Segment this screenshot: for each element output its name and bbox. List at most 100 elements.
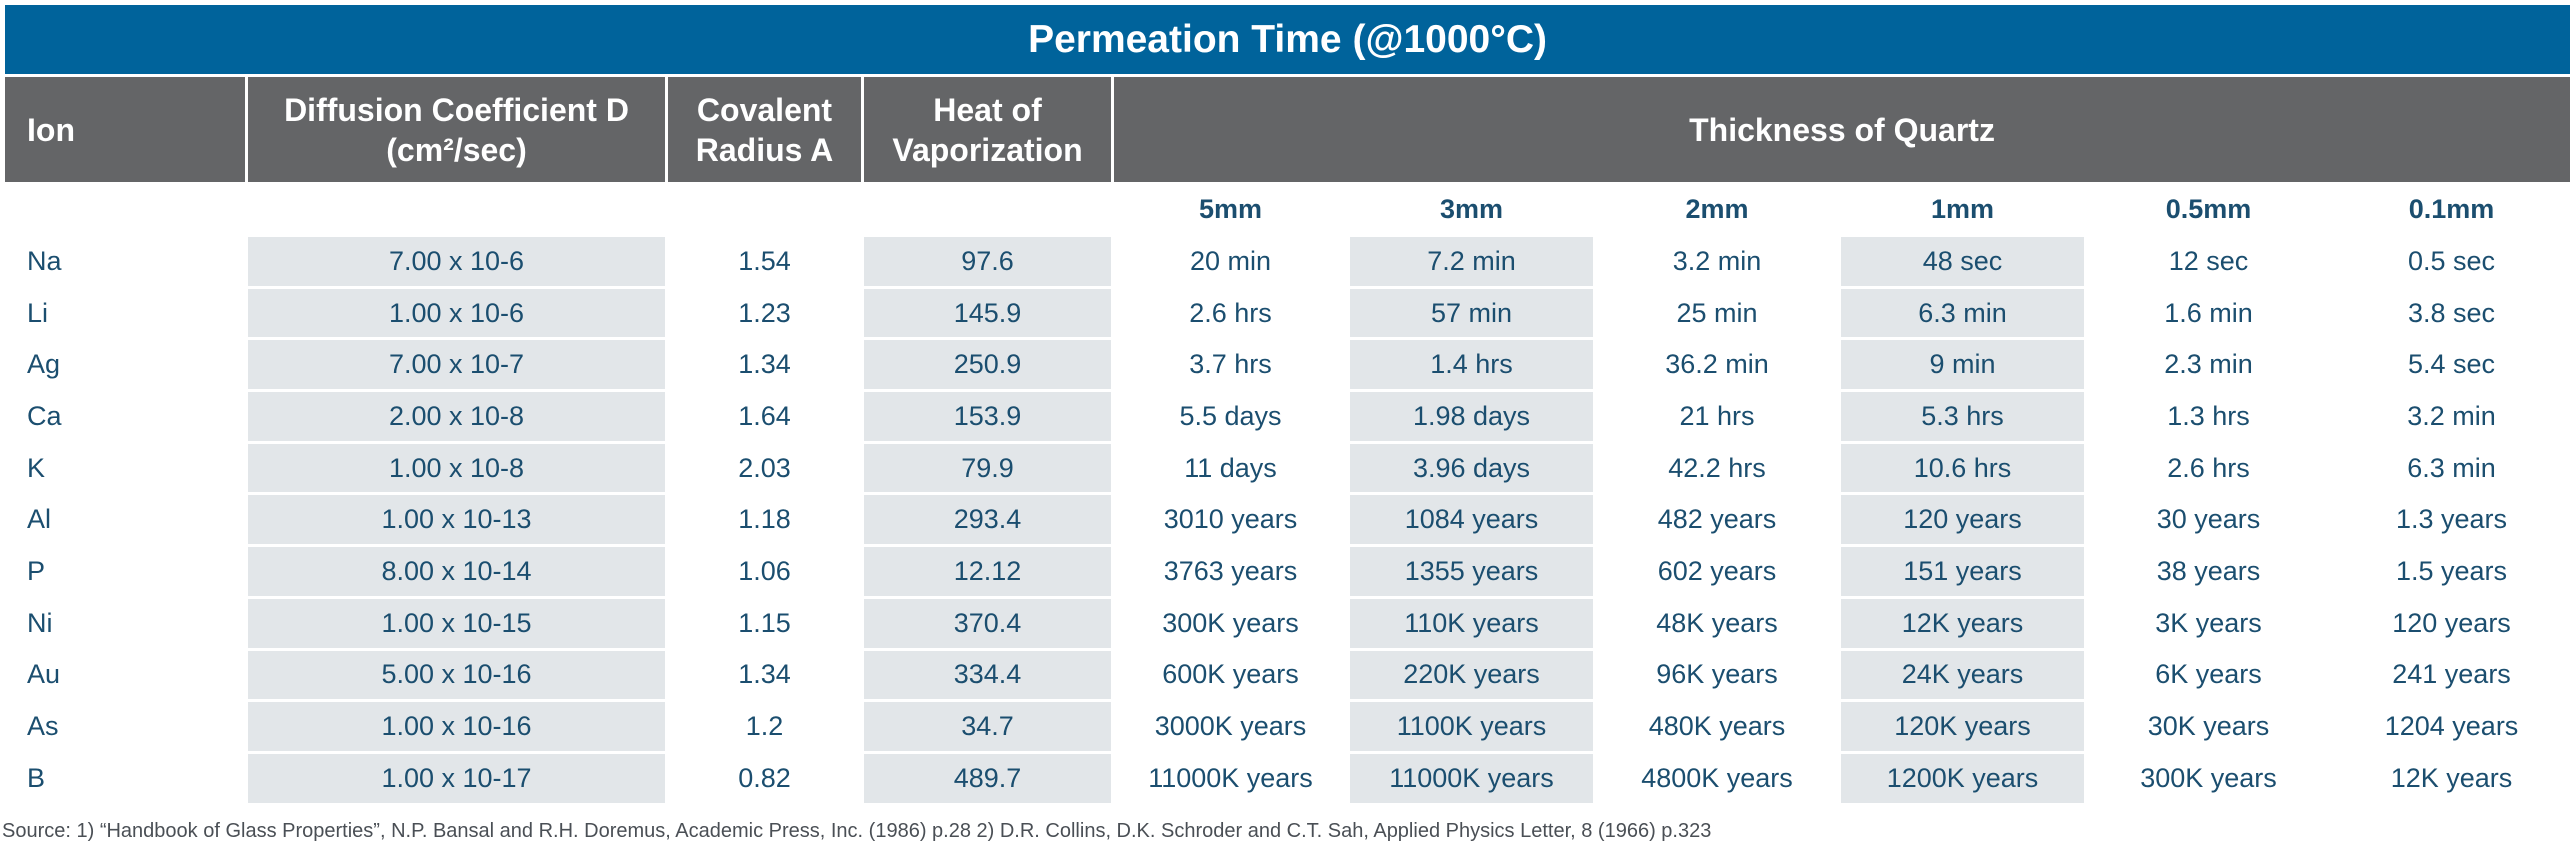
header-thickness: Thickness of Quartz xyxy=(1110,74,2572,185)
table-cell: 370.4 xyxy=(861,595,1114,651)
table-cell: 2.03 xyxy=(665,440,864,496)
table-cell: 220K years xyxy=(1347,647,1596,703)
table-cell: 3K years xyxy=(2084,595,2333,651)
ion-cell: Al xyxy=(2,492,248,548)
table-cell: 489.7 xyxy=(861,750,1114,806)
table-cell: 4800K years xyxy=(1593,750,1841,806)
table-cell: 1.2 xyxy=(665,699,864,754)
header-radius-line2: Radius A xyxy=(695,131,834,168)
thickness-col-1: 3mm xyxy=(1347,182,1596,237)
permeation-table: Permeation Time (@1000°C) Ion Diffusion … xyxy=(1,2,2572,806)
table-cell: 1200K years xyxy=(1838,750,2087,806)
header-radius: Covalent Radius A xyxy=(665,74,864,185)
ion-cell: Li xyxy=(2,285,248,341)
table-cell: 9 min xyxy=(1838,337,2087,393)
table-cell: 1.3 years xyxy=(2329,492,2572,548)
table-cell: 3.96 days xyxy=(1347,440,1596,496)
header-ion: Ion xyxy=(2,74,248,185)
ion-cell: Na xyxy=(2,234,248,289)
table-cell: 5.00 x 10-16 xyxy=(245,647,668,703)
table-cell: 48K years xyxy=(1593,595,1841,651)
header-heat: Heat of Vaporization xyxy=(861,74,1114,185)
table-cell: 1.00 x 10-17 xyxy=(245,750,668,806)
table-cell: 1.15 xyxy=(665,595,864,651)
table-cell: 241 years xyxy=(2329,647,2572,703)
header-heat-line2: Vaporization xyxy=(892,131,1083,168)
table-cell: 1.34 xyxy=(665,337,864,393)
table-cell: 1.54 xyxy=(665,234,864,289)
table-row: K 1.00 x 10-8 2.03 79.9 11 days 3.96 days 42.2… xyxy=(2,440,2572,496)
table-cell: 293.4 xyxy=(861,492,1114,548)
table-cell: 300K years xyxy=(1111,595,1350,651)
table-title: Permeation Time (@1000°C) xyxy=(1,2,2572,77)
table-cell: 250.9 xyxy=(861,337,1114,393)
table-row: Au 5.00 x 10-16 1.34 334.4 600K years 220K ye… xyxy=(2,647,2572,703)
table-cell: 2.6 hrs xyxy=(1111,285,1350,341)
table-cell: 600K years xyxy=(1111,647,1350,703)
table-cell: 151 years xyxy=(1838,544,2087,599)
table-cell: 6K years xyxy=(2084,647,2333,703)
table-cell: 2.00 x 10-8 xyxy=(245,389,668,444)
table-cell: 7.00 x 10-7 xyxy=(245,337,668,393)
table-cell: 120 years xyxy=(2329,595,2572,651)
table-cell: 24K years xyxy=(1838,647,2087,703)
table-row: As 1.00 x 10-16 1.2 34.7 3000K years 1100K ye… xyxy=(2,699,2572,754)
table-cell: 0.5 sec xyxy=(2329,234,2572,289)
source-note: Source: 1) “Handbook of Glass Properties… xyxy=(2,820,1712,842)
table-cell: 12K years xyxy=(2329,750,2572,806)
table-cell: 1.98 days xyxy=(1347,389,1596,444)
table-cell: 6.3 min xyxy=(1838,285,2087,341)
table-cell: 120K years xyxy=(1838,699,2087,754)
table-cell: 0.82 xyxy=(665,750,864,806)
table-cell: 1.00 x 10-6 xyxy=(245,285,668,341)
ion-cell: Ca xyxy=(2,389,248,444)
table-cell: 1355 years xyxy=(1347,544,1596,599)
table-cell: 334.4 xyxy=(861,647,1114,703)
table-cell: 11000K years xyxy=(1111,750,1350,806)
table-cell: 1.00 x 10-16 xyxy=(245,699,668,754)
table-cell: 1.34 xyxy=(665,647,864,703)
table-cell: 480K years xyxy=(1593,699,1841,754)
table-row: P 8.00 x 10-14 1.06 12.12 3763 years 1355 yea… xyxy=(2,544,2572,599)
table-cell: 3.2 min xyxy=(1593,234,1841,289)
table-cell: 12.12 xyxy=(861,544,1114,599)
table-body: 5mm 3mm 2mm 1mm 0.5mm 0.1mm Na 7.00 x 10-… xyxy=(2,182,2572,806)
table-cell: 153.9 xyxy=(861,389,1114,444)
table-cell: 8.00 x 10-14 xyxy=(245,544,668,599)
table-row: Na 7.00 x 10-6 1.54 97.6 20 min 7.2 min 3.2 mi… xyxy=(2,234,2572,289)
title-row: Permeation Time (@1000°C) xyxy=(1,2,2572,77)
table-cell: 5.5 days xyxy=(1111,389,1350,444)
table-cell: 1.5 years xyxy=(2329,544,2572,599)
table-cell: 110K years xyxy=(1347,595,1596,651)
thickness-subheader-row: 5mm 3mm 2mm 1mm 0.5mm 0.1mm xyxy=(2,182,2572,237)
table-cell: 5.3 hrs xyxy=(1838,389,2087,444)
table-row: Ni 1.00 x 10-15 1.15 370.4 300K years 110K ye… xyxy=(2,595,2572,651)
thickness-col-4: 0.5mm xyxy=(2084,182,2333,237)
table-cell: 1.4 hrs xyxy=(1347,337,1596,393)
thickness-col-2: 2mm xyxy=(1593,182,1841,237)
ion-cell: B xyxy=(2,750,248,806)
table-cell: 1.00 x 10-8 xyxy=(245,440,668,496)
header-radius-line1: Covalent xyxy=(696,91,833,128)
ion-cell: Au xyxy=(2,647,248,703)
table-cell: 1.18 xyxy=(665,492,864,548)
table-cell: 300K years xyxy=(2084,750,2333,806)
header-row: Ion Diffusion Coefficient D (cm²/sec) Co… xyxy=(2,74,2572,185)
header-diffusion-label: Diffusion Coefficient D xyxy=(284,91,629,128)
table-cell: 34.7 xyxy=(861,699,1114,754)
table-cell: 3.2 min xyxy=(2329,389,2572,444)
thickness-col-5: 0.1mm xyxy=(2329,182,2572,237)
table-cell: 30 years xyxy=(2084,492,2333,548)
table-cell: 1.00 x 10-15 xyxy=(245,595,668,651)
table-cell: 3763 years xyxy=(1111,544,1350,599)
table-cell: 145.9 xyxy=(861,285,1114,341)
thickness-col-3: 1mm xyxy=(1838,182,2087,237)
table-cell: 12 sec xyxy=(2084,234,2333,289)
table-cell: 48 sec xyxy=(1838,234,2087,289)
table-row: Al 1.00 x 10-13 1.18 293.4 3010 years 1084 ye… xyxy=(2,492,2572,548)
table-cell: 1.00 x 10-13 xyxy=(245,492,668,548)
table-cell: 21 hrs xyxy=(1593,389,1841,444)
thickness-col-0: 5mm xyxy=(1111,182,1350,237)
table-cell: 11 days xyxy=(1111,440,1350,496)
